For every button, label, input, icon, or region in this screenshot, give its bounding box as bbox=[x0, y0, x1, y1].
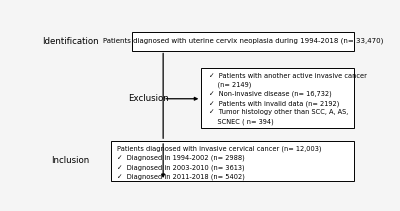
Text: Patients diagnosed with invasive cervical cancer (n= 12,003)
✓  Diagnosed in 199: Patients diagnosed with invasive cervica… bbox=[117, 146, 322, 180]
Text: Exclusion: Exclusion bbox=[129, 94, 169, 103]
Text: Patients diagnosed with uterine cervix neoplasia during 1994-2018 (n= 33,470): Patients diagnosed with uterine cervix n… bbox=[103, 38, 383, 44]
Text: Identification: Identification bbox=[42, 37, 98, 46]
Text: ✓  Patients with another active invasive cancer
    (n= 2149)
✓  Non-invasive di: ✓ Patients with another active invasive … bbox=[209, 73, 367, 125]
FancyBboxPatch shape bbox=[111, 141, 354, 181]
Text: Inclusion: Inclusion bbox=[51, 157, 89, 165]
FancyBboxPatch shape bbox=[132, 32, 354, 50]
FancyBboxPatch shape bbox=[201, 68, 354, 128]
